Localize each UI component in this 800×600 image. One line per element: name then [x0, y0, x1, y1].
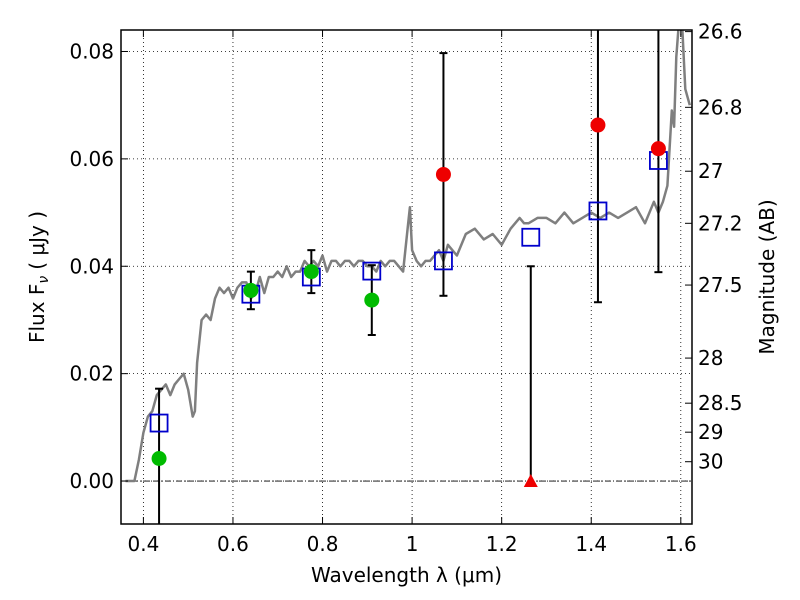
model-band-point — [362, 261, 382, 281]
model-band-point — [434, 251, 453, 271]
right-tick-label: 30 — [698, 450, 723, 474]
detected-point — [364, 292, 380, 308]
y-tick-label: 0.04 — [69, 254, 114, 278]
x-tick-label: 1 — [406, 532, 419, 556]
plot-frame — [120, 29, 693, 525]
y-axis-title-subscript: ν — [36, 276, 52, 284]
chart-marks — [125, 30, 692, 524]
y-tick-label: 0.00 — [69, 469, 114, 493]
model-band-point — [149, 413, 169, 433]
x-tick-label: 0.8 — [307, 532, 339, 556]
right-tick-label: 26.8 — [698, 95, 743, 119]
low-sn-point — [435, 166, 451, 182]
x-axis-title: Wavelength λ (μm) — [311, 563, 502, 587]
right-tick-label: 27.2 — [698, 211, 743, 235]
right-axis-title: Magnitude (AB) — [755, 199, 779, 354]
model-spectrum-line — [125, 30, 692, 483]
right-tick-label: 27 — [698, 159, 723, 183]
detected-point — [151, 450, 167, 466]
y-tick-label: 0.08 — [69, 39, 114, 63]
grid — [121, 30, 692, 524]
x-tick-label: 0.6 — [217, 532, 249, 556]
upper-limit-marker — [523, 474, 538, 488]
y-tick-label: 0.02 — [69, 362, 114, 386]
y-axis-title-main: Flux F — [25, 284, 49, 343]
model-band-point — [521, 227, 541, 247]
right-tick-label: 28 — [698, 346, 723, 370]
right-tick-label: 27.5 — [698, 273, 743, 297]
low-sn-point — [650, 141, 666, 157]
right-tick-label: 28.5 — [698, 391, 743, 415]
detected-point — [243, 282, 259, 298]
y-tick-label: 0.06 — [69, 147, 114, 171]
x-tick-label: 1.2 — [486, 532, 518, 556]
right-tick-label: 29 — [698, 420, 723, 444]
x-tick-label: 1.4 — [575, 532, 607, 556]
detected-point — [303, 264, 319, 280]
right-tick-label: 26.6 — [698, 20, 743, 44]
x-tick-label: 1.6 — [665, 532, 697, 556]
y-axis-title: Flux Fν ( μJy ) — [25, 211, 52, 343]
low-sn-point — [590, 117, 606, 133]
model-band-point — [588, 201, 608, 221]
axes: 0.4 0.6 0.8 1 1.2 1.4 1.6 0.00 0.02 0.04 0.06 0.08 2… — [69, 20, 742, 556]
x-tick-label: 0.4 — [127, 532, 159, 556]
y-axis-title-unit: ( μJy ) — [25, 211, 49, 270]
